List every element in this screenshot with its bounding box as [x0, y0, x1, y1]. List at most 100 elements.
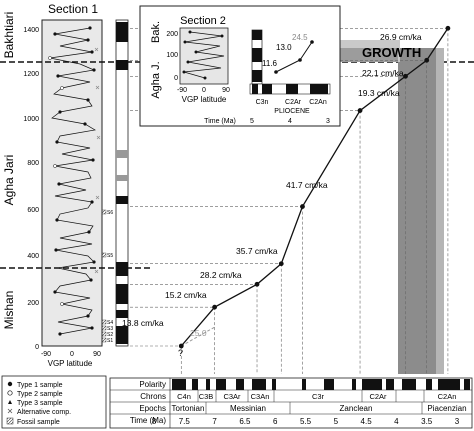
formation-bakhtiari: Bakhtiari — [2, 12, 16, 59]
rate-label: 13.8 cm/ka — [122, 318, 164, 328]
fossil-sample-group: S6 S5 S4 S3 S2 S1 — [101, 209, 113, 344]
legend: Type 1 sample Type 2 sample Type 3 sampl… — [1, 375, 107, 429]
timescale: Polarity Chrons Epochs Time (Ma) C4n C3B… — [109, 377, 473, 429]
chron-label: C3B — [199, 392, 214, 401]
timescale-row-time: Time (Ma) — [130, 416, 166, 425]
vgp-trace-section1 — [49, 27, 96, 335]
time-tick: 6 — [273, 417, 278, 426]
time-tick: 4.5 — [361, 417, 373, 426]
chron-label: C2Ar — [369, 392, 387, 401]
depth-tick: 400 — [27, 253, 39, 260]
rate-label: 35.7 cm/ka — [236, 246, 278, 256]
section2-time-tick: 4 — [288, 118, 292, 125]
formation-agha-jari: Agha Jari — [2, 155, 16, 206]
section2-formation-aghaj: Agha J. — [150, 61, 162, 98]
chron-label: C3An — [251, 392, 270, 401]
timescale-frame — [109, 377, 473, 429]
time-tick: 5 — [334, 417, 339, 426]
formation-labels: Bakhtiari Agha Jari Mishan — [2, 12, 16, 330]
section2-age-points — [274, 40, 314, 74]
alt-rate-segment — [181, 326, 215, 347]
section2-panel — [179, 27, 229, 85]
time-tick: 3 — [455, 417, 460, 426]
age-depth-point — [278, 261, 284, 267]
growth-band: GROWTH — [240, 40, 444, 374]
section2-frame — [139, 5, 341, 127]
section2-epoch: PLIOCENE — [274, 108, 310, 115]
depth-tick: 0 — [35, 344, 39, 351]
rate-label: 15.2 cm/ka — [165, 290, 207, 300]
fossil-sample-marker — [101, 325, 107, 331]
chron-label: C3Ar — [223, 392, 241, 401]
legend-altcomp-marker — [7, 408, 13, 414]
section1-polarity-bands — [116, 22, 128, 344]
legend-type3: Type 3 sample — [17, 400, 63, 407]
legend-type1-marker — [7, 381, 13, 387]
chron-label: C2An — [438, 392, 457, 401]
time-axis: 8 7.5 7 6.5 6 5.5 5 4.5 4 3.5 3 — [152, 417, 460, 426]
fossil-sample-marker — [101, 209, 107, 215]
vgp-tick: -90 — [41, 351, 51, 358]
vgp-axis-section1: -90 0 90 VGP latitude — [41, 351, 101, 368]
vgp-tick: 0 — [70, 351, 74, 358]
fossil-sample-label: S1 — [107, 338, 113, 344]
timescale-row-polarity: Polarity — [139, 380, 166, 389]
timescale-row-epochs: Epochs — [139, 404, 166, 413]
section1-panel — [41, 19, 103, 347]
legend-fossil-marker — [6, 417, 14, 425]
time-tick: 7 — [212, 417, 217, 426]
section2-rate-116: 11.6 — [262, 59, 278, 68]
legend-frame — [1, 375, 107, 429]
section1-title: Section 1 — [48, 2, 98, 16]
rate-label: 28.2 cm/ka — [200, 270, 242, 280]
section2-vgp-tick: 90 — [222, 87, 230, 94]
section2-time-tick: 5 — [250, 118, 254, 125]
fossil-sample-label: S3 — [107, 326, 113, 332]
section2-vgp-tick: 0 — [202, 87, 206, 94]
age-depth-point — [212, 304, 218, 310]
section2-polarity-bands — [252, 30, 262, 82]
time-tick: 5.5 — [300, 417, 312, 426]
chron-label: C4n — [177, 392, 191, 401]
fossil-sample-label: S5 — [107, 253, 113, 259]
legend-type2: Type 2 sample — [17, 391, 63, 398]
section2-time-tick: 3 — [326, 118, 330, 125]
vgp-axis-label: VGP latitude — [48, 359, 93, 368]
epoch-label: Piacenzian — [427, 404, 466, 413]
age-depth-point — [424, 57, 430, 63]
section2-depth-tick: 200 — [166, 31, 178, 38]
depth-tick: 1200 — [23, 71, 39, 78]
section2-time-label: Time (Ma) — [204, 118, 236, 125]
section2-formation-bak: Bak. — [150, 21, 162, 43]
growth-label: GROWTH — [362, 45, 421, 60]
chron-label: C3r — [312, 392, 325, 401]
section2-depth-tick: 100 — [166, 52, 178, 59]
section2-chron: C2Ar — [285, 99, 302, 106]
fossil-sample-label: S2 — [107, 332, 113, 338]
rate-label: 22.1 cm/ka — [362, 68, 404, 78]
time-tick: 4 — [394, 417, 399, 426]
timescale-polarity-bars — [172, 379, 470, 390]
fossil-sample-marker — [101, 337, 107, 343]
depth-tick: 200 — [27, 300, 39, 307]
rate-label: 19.3 cm/ka — [358, 88, 400, 98]
legend-type2-marker — [7, 390, 13, 396]
section2-title: Section 2 — [180, 15, 226, 27]
depth-tick: 1000 — [23, 116, 39, 123]
legend-altcomp: Alternative comp. — [17, 409, 71, 416]
age-depth-point — [178, 343, 184, 349]
epoch-label: Messinian — [230, 404, 266, 413]
section2-chron: C3n — [256, 99, 269, 106]
fossil-sample-marker — [101, 331, 107, 337]
section2-vgp-label: VGP latitude — [182, 95, 227, 104]
fossil-sample-label: S4 — [107, 320, 113, 326]
legend-type3-marker — [8, 400, 12, 404]
formation-mishan: Mishan — [2, 291, 16, 330]
alt-comp-marks — [94, 47, 101, 274]
alt-rate-label: 25.0 — [190, 328, 207, 338]
depth-tick: 1400 — [23, 27, 39, 34]
age-depth-point — [357, 108, 363, 113]
vgp-points-section1 — [48, 26, 96, 336]
time-tick: 3.5 — [421, 417, 433, 426]
